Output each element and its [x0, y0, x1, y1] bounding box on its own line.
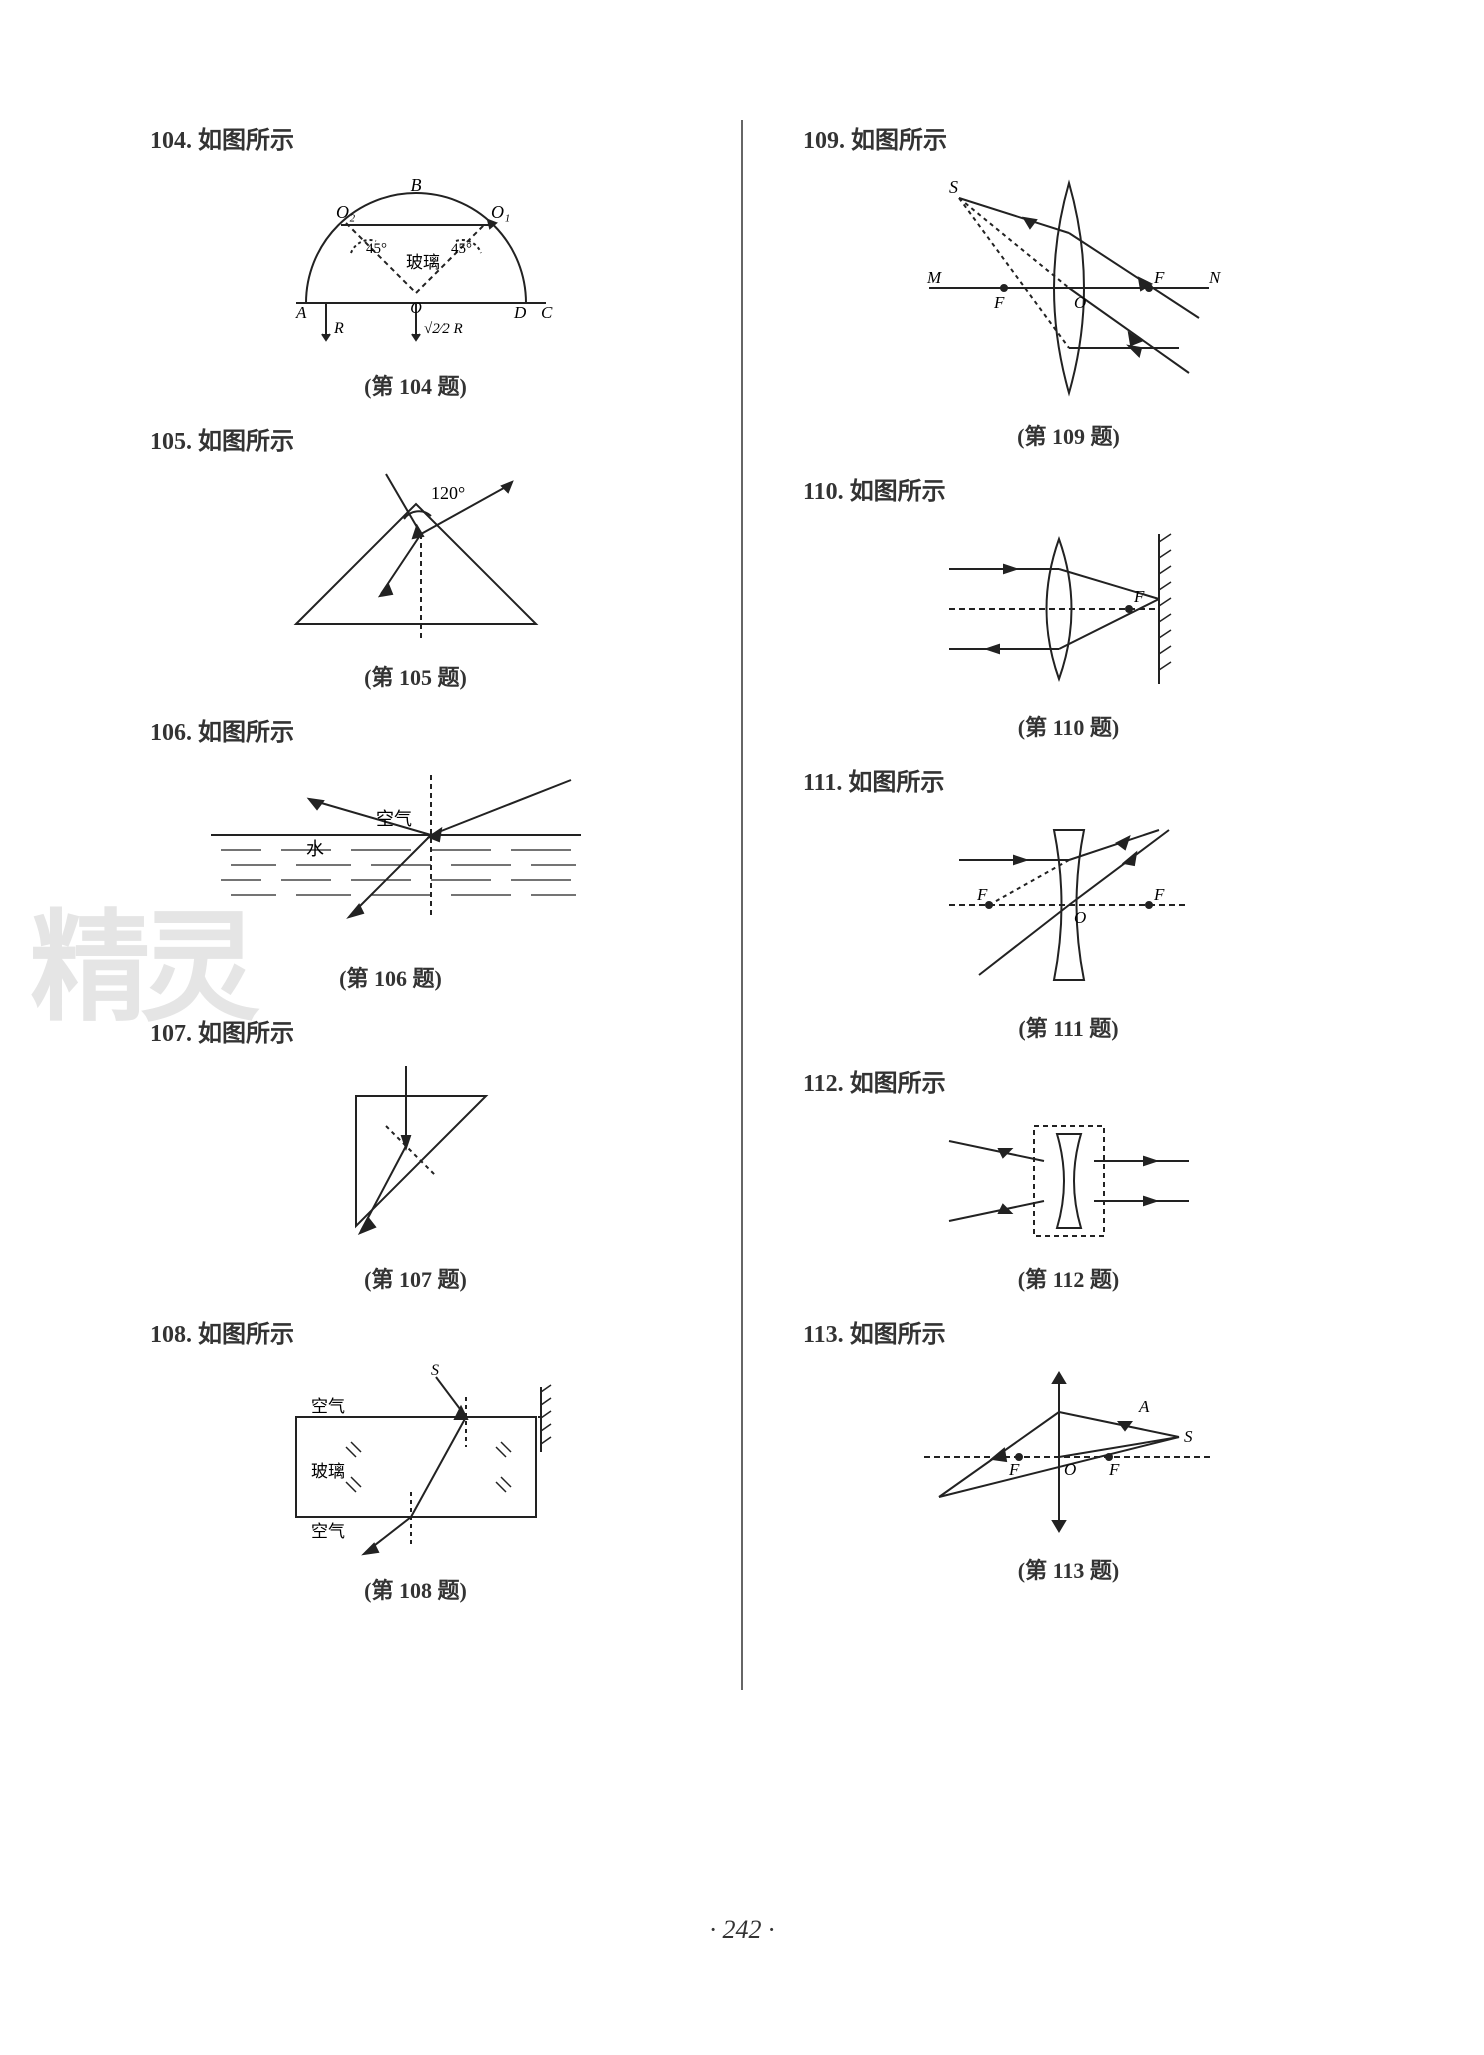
item-num: 105. [150, 429, 192, 455]
label-F: F [1133, 587, 1145, 606]
page-number: · 242 · [0, 1915, 1484, 1945]
item-num: 113. [803, 1322, 844, 1348]
label-glass: 玻璃 [406, 253, 440, 272]
figure-106: 空气 水 (第 106 题) [90, 755, 691, 993]
item-104: 104. 如图所示 [140, 120, 691, 407]
right-column: 109. 如图所示 [793, 120, 1344, 1740]
item-text: 如图所示 [850, 479, 946, 505]
label-O: O [410, 300, 422, 317]
item-text: 如图所示 [198, 1322, 294, 1348]
figure-113: A S F F O (第 113 题) [793, 1357, 1344, 1585]
item-text: 如图所示 [851, 128, 947, 154]
item-label: 106. 如图所示 [140, 712, 691, 747]
item-label: 104. 如图所示 [140, 120, 691, 155]
caption-107: (第 107 题) [140, 1262, 691, 1294]
label-R: R [333, 320, 344, 337]
item-label: 109. 如图所示 [793, 120, 1344, 155]
item-num: 104. [150, 128, 192, 154]
item-109: 109. 如图所示 [793, 120, 1344, 457]
item-num: 112. [803, 1071, 844, 1097]
label-O: O [1074, 908, 1086, 927]
label-A: A [1138, 1397, 1150, 1416]
caption-113: (第 113 题) [793, 1553, 1344, 1585]
label-N: N [1208, 268, 1222, 287]
item-text: 如图所示 [850, 1071, 946, 1097]
item-text: 如图所示 [198, 720, 294, 746]
item-113: 113. 如图所示 [793, 1314, 1344, 1591]
label-glass: 玻璃 [311, 1462, 345, 1481]
item-num: 109. [803, 128, 845, 154]
figure-104: B O₂ O₁ 45° 45° 玻璃 O A D C R √2∕2 R (第 1… [140, 163, 691, 401]
item-label: 111. 如图所示 [793, 762, 1344, 797]
label-half: √2∕2 R [424, 321, 463, 337]
item-105: 105. 如图所示 120° [140, 421, 691, 698]
item-112: 112. 如图所示 [793, 1063, 1344, 1300]
label-O: O [1064, 1460, 1076, 1479]
item-num: 111. [803, 770, 842, 796]
caption-110: (第 110 题) [793, 710, 1344, 742]
label-S: S [1184, 1427, 1193, 1446]
label-O: O [1074, 293, 1086, 312]
item-108: 108. 如图所示 [140, 1314, 691, 1611]
item-text: 如图所示 [848, 770, 944, 796]
item-label: 105. 如图所示 [140, 421, 691, 456]
label-air: 空气 [376, 809, 412, 829]
label-F2: F [1153, 268, 1165, 287]
item-110: 110. 如图所示 [793, 471, 1344, 748]
label-D: D [513, 303, 527, 322]
label-O2: O₂ [336, 202, 355, 222]
caption-112: (第 112 题) [793, 1262, 1344, 1294]
label-ang2: 45° [451, 241, 472, 257]
item-num: 110. [803, 479, 844, 505]
figure-109: S M N F F O (第 109 题) [793, 163, 1344, 451]
figure-110: F (第 110 题) [793, 514, 1344, 742]
label-air1: 空气 [311, 1397, 345, 1416]
label-B: B [410, 175, 421, 195]
page-content: 104. 如图所示 [0, 0, 1484, 1800]
item-label: 110. 如图所示 [793, 471, 1344, 506]
label-F1: F [1008, 1460, 1020, 1479]
figure-107: (第 107 题) [140, 1056, 691, 1294]
item-num: 107. [150, 1021, 192, 1047]
label-F2: F [1153, 885, 1165, 904]
item-107: 107. 如图所示 (第 107 题) [140, 1013, 691, 1300]
item-num: 108. [150, 1322, 192, 1348]
label-M: M [926, 268, 942, 287]
caption-111: (第 111 题) [793, 1011, 1344, 1043]
figure-108: S 空气 玻璃 空气 (第 108 题) [140, 1357, 691, 1605]
item-text: 如图所示 [850, 1322, 946, 1348]
item-label: 113. 如图所示 [793, 1314, 1344, 1349]
label-F1: F [976, 885, 988, 904]
caption-108: (第 108 题) [140, 1573, 691, 1605]
caption-109: (第 109 题) [793, 419, 1344, 451]
label-air2: 空气 [311, 1522, 345, 1541]
label-water: 水 [306, 839, 324, 859]
figure-105: 120° (第 105 题) [140, 464, 691, 692]
item-label: 112. 如图所示 [793, 1063, 1344, 1098]
label-O1: O₁ [491, 202, 510, 222]
label-F1: F [993, 293, 1005, 312]
item-label: 108. 如图所示 [140, 1314, 691, 1349]
caption-104: (第 104 题) [140, 369, 691, 401]
label-F2: F [1108, 1460, 1120, 1479]
label-angle: 120° [431, 483, 465, 503]
item-num: 106. [150, 720, 192, 746]
item-106: 106. 如图所示 [140, 712, 691, 999]
caption-106: (第 106 题) [90, 961, 691, 993]
label-S: S [949, 177, 958, 197]
column-divider [741, 120, 743, 1690]
label-C: C [541, 303, 553, 322]
caption-105: (第 105 题) [140, 660, 691, 692]
figure-112: (第 112 题) [793, 1106, 1344, 1294]
item-text: 如图所示 [198, 128, 294, 154]
label-S: S [431, 1362, 439, 1379]
item-text: 如图所示 [198, 1021, 294, 1047]
item-text: 如图所示 [198, 429, 294, 455]
item-111: 111. 如图所示 [793, 762, 1344, 1049]
label-ang1: 45° [366, 241, 387, 257]
item-label: 107. 如图所示 [140, 1013, 691, 1048]
label-A: A [295, 303, 307, 322]
figure-111: F F O (第 111 题) [793, 805, 1344, 1043]
left-column: 104. 如图所示 [140, 120, 691, 1740]
